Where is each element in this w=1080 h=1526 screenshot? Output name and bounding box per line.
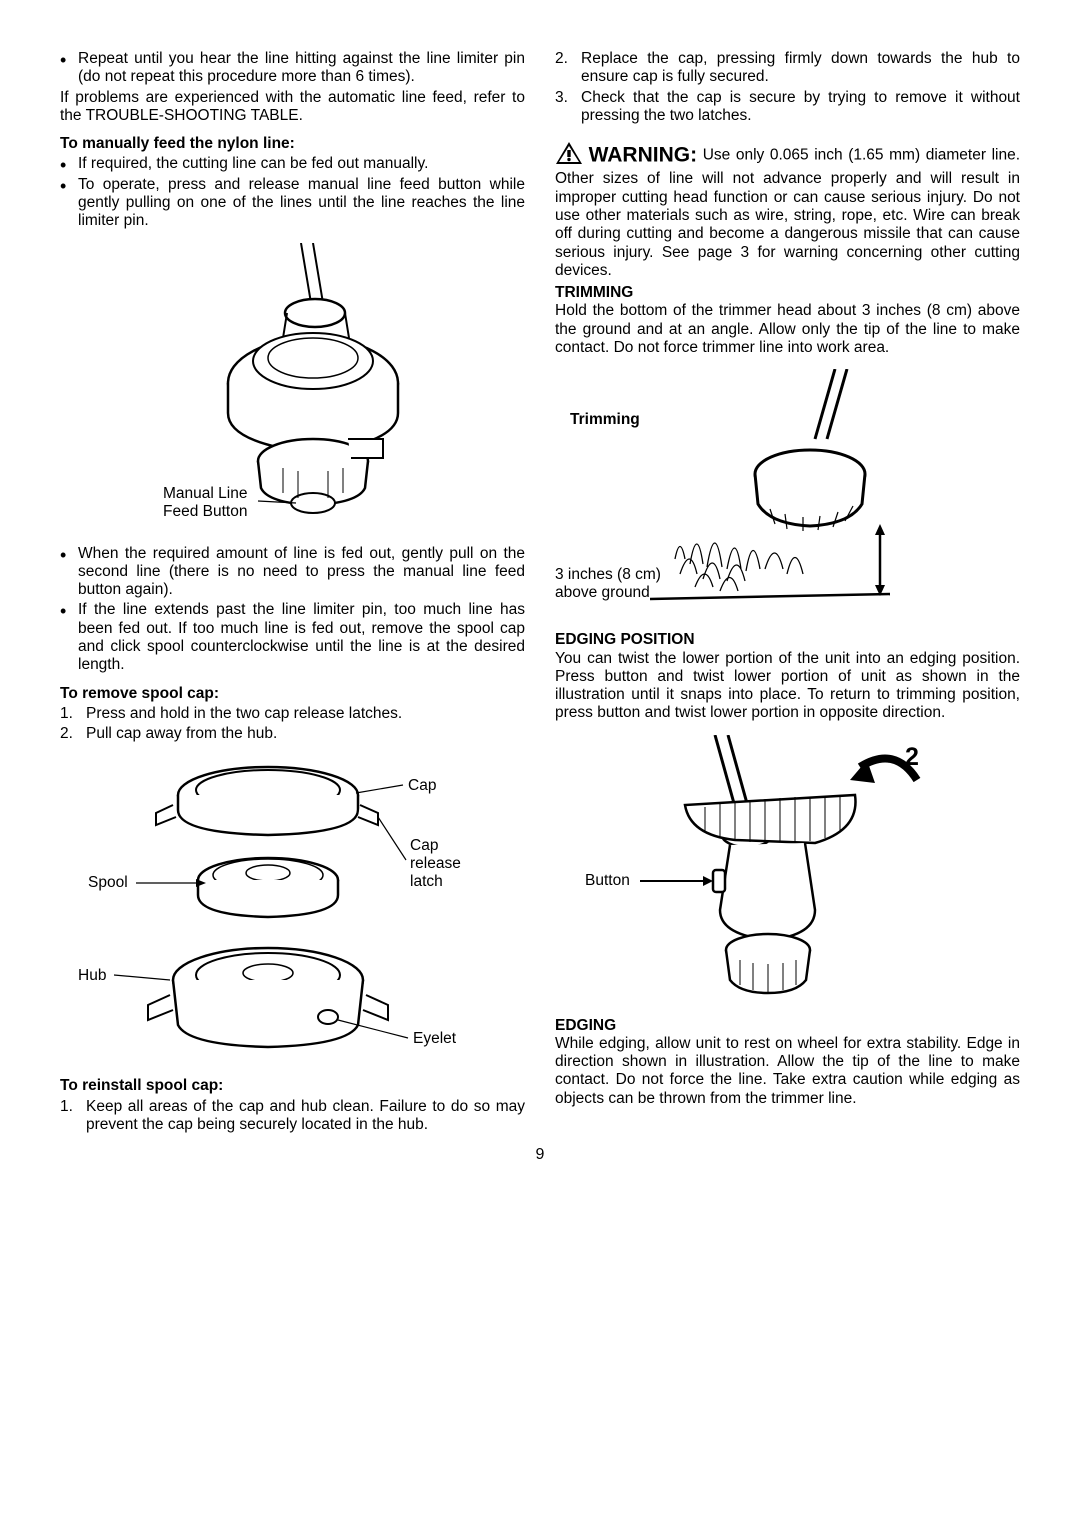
list-item: 1.Press and hold in the two cap release … — [86, 705, 525, 723]
heading-remove-cap: To remove spool cap: — [60, 685, 525, 703]
list-item: To operate, press and release manual lin… — [78, 176, 525, 231]
edging-pos-text: You can twist the lower portion of the u… — [555, 650, 1020, 723]
button-label: Button — [585, 872, 630, 889]
warning-icon — [555, 141, 583, 170]
list-item: 1.Keep all areas of the cap and hub clea… — [86, 1098, 525, 1135]
right-column: 2.Replace the cap, pressing firmly down … — [555, 50, 1020, 1136]
distance-label: 3 inches (8 cm) — [555, 566, 661, 583]
step-text: Pull cap away from the hub. — [86, 725, 277, 742]
latch-label: Cap — [410, 837, 438, 854]
heading-manual-feed: To manually feed the nylon line: — [60, 135, 525, 153]
figure-label: Feed Button — [163, 503, 247, 520]
figure-spool-exploded: Cap Cap release latch Spool — [60, 755, 525, 1065]
bullet-list-2: If required, the cutting line can be fed… — [60, 155, 525, 230]
heading-trimming: TRIMMING — [555, 284, 1020, 302]
figure-label: Manual Line — [163, 485, 247, 502]
cap-label: Cap — [408, 777, 436, 794]
warning-label: WARNING: — [589, 143, 698, 166]
figure-edging-position: 2 Button — [555, 735, 1020, 1005]
heading-edging: EDGING — [555, 1017, 1020, 1035]
list-item: If the line extends past the line limite… — [78, 601, 525, 674]
list-item: 2.Pull cap away from the hub. — [86, 725, 525, 743]
steps-reinstall-cap: 1.Keep all areas of the cap and hub clea… — [60, 1098, 525, 1135]
list-item: Repeat until you hear the line hitting a… — [78, 50, 525, 87]
bullet-list-1: Repeat until you hear the line hitting a… — [60, 50, 525, 87]
bullet-list-3: When the required amount of line is fed … — [60, 545, 525, 675]
step-text: Press and hold in the two cap release la… — [86, 705, 402, 722]
page-number: 9 — [60, 1146, 1020, 1164]
step-number: 2 — [905, 743, 919, 771]
list-item: 2.Replace the cap, pressing firmly down … — [581, 50, 1020, 87]
hub-label: Hub — [78, 967, 106, 984]
heading-reinstall-cap: To reinstall spool cap: — [60, 1077, 525, 1095]
edging-text: While edging, allow unit to rest on whee… — [555, 1035, 1020, 1108]
list-item: When the required amount of line is fed … — [78, 545, 525, 600]
paragraph: If problems are experienced with the aut… — [60, 89, 525, 126]
spool-label: Spool — [88, 874, 128, 891]
list-item: 3.Check that the cap is secure by trying… — [581, 89, 1020, 126]
step-text: Check that the cap is secure by trying t… — [581, 89, 1020, 124]
heading-edging-pos: EDGING POSITION — [555, 631, 1020, 649]
trimming-text: Hold the bottom of the trimmer head abou… — [555, 302, 1020, 357]
latch-label: latch — [410, 873, 443, 890]
list-item: If required, the cutting line can be fed… — [78, 155, 525, 173]
steps-remove-cap: 1.Press and hold in the two cap release … — [60, 705, 525, 744]
step-text: Replace the cap, pressing firmly down to… — [581, 50, 1020, 85]
figure-trimming: Trimming — [555, 369, 1020, 619]
figure-spool-head: Manual Line Feed Button — [60, 243, 525, 533]
steps-reinstall-cont: 2.Replace the cap, pressing firmly down … — [555, 50, 1020, 125]
step-text: Keep all areas of the cap and hub clean.… — [86, 1098, 525, 1133]
trimming-label: Trimming — [570, 411, 640, 428]
left-column: Repeat until you hear the line hitting a… — [60, 50, 525, 1136]
warning-text: Use only 0.065 inch (1.65 mm) diameter l… — [555, 147, 1020, 279]
latch-label: release — [410, 855, 461, 872]
distance-label: above ground — [555, 584, 650, 601]
page-content: Repeat until you hear the line hitting a… — [60, 50, 1020, 1136]
warning-block: WARNING: Use only 0.065 inch (1.65 mm) d… — [555, 141, 1020, 280]
eyelet-label: Eyelet — [413, 1030, 457, 1047]
